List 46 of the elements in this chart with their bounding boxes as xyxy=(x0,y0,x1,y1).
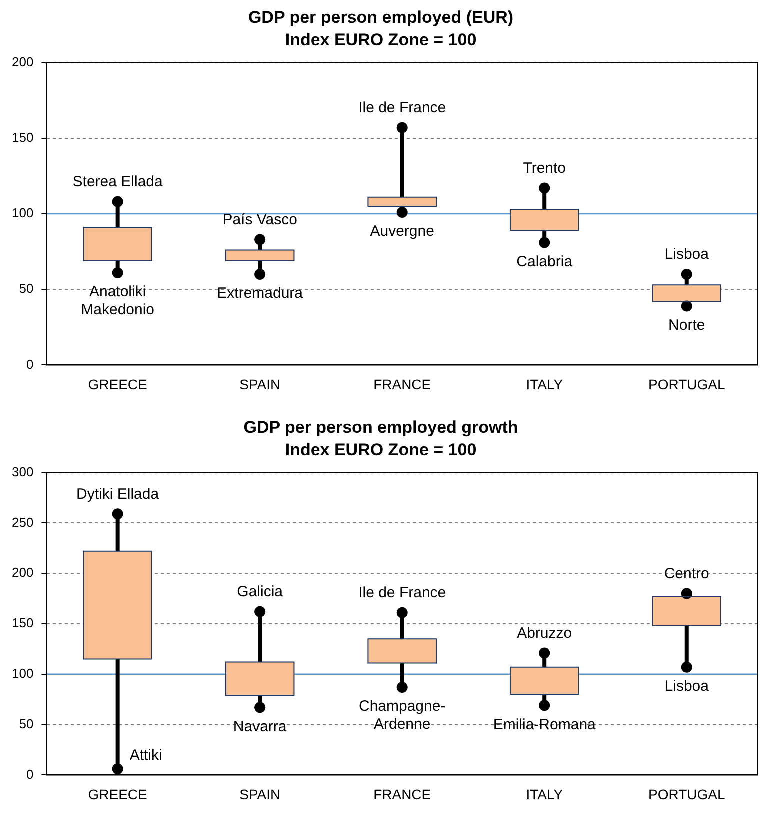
y-tick-label: 100 xyxy=(12,206,34,221)
x-tick-label: ITALY xyxy=(526,376,564,392)
y-tick-label: 150 xyxy=(12,130,34,145)
y-tick-label: 200 xyxy=(12,565,34,580)
y-tick-label: 150 xyxy=(12,616,34,631)
annotation: Emilia-Romana xyxy=(493,716,597,734)
annotation: Extremadura xyxy=(217,285,304,302)
y-tick-label: 0 xyxy=(26,356,34,372)
annotation: Lisboa xyxy=(664,246,710,264)
annotation: Norte xyxy=(668,316,706,334)
annotation: Ile de France xyxy=(358,584,446,602)
y-tick-label: 200 xyxy=(12,54,34,70)
annotation: Galicia xyxy=(237,584,284,601)
annotation: Ile de France xyxy=(358,99,446,116)
annotation: Champagne- Ardenne xyxy=(358,698,446,734)
x-tick-label: GREECE xyxy=(88,376,148,392)
annotation: País Vasco xyxy=(222,211,298,228)
x-tick-label: PORTUGAL xyxy=(648,376,726,392)
chart-title: GDP per person employed (EUR) xyxy=(248,8,514,27)
y-tick-label: 300 xyxy=(12,464,34,480)
x-tick-label: FRANCE xyxy=(374,376,432,392)
chart-title: GDP per person employed growth xyxy=(244,418,518,437)
annotation: Lisboa xyxy=(664,678,710,695)
annotation: Centro xyxy=(664,565,710,582)
annotation: Anatoliki Makedonio xyxy=(81,284,155,319)
annotation: Auvergne xyxy=(370,223,434,240)
annotation: Abruzzo xyxy=(517,624,572,642)
x-tick-label: SPAIN xyxy=(240,786,281,802)
y-tick-label: 250 xyxy=(12,514,34,530)
y-tick-label: 50 xyxy=(19,716,34,732)
x-tick-label: FRANCE xyxy=(374,786,432,802)
y-tick-label: 100 xyxy=(12,666,34,681)
y-tick-label: 50 xyxy=(19,281,34,296)
chart-subtitle: Index EURO Zone = 100 xyxy=(285,440,477,460)
x-tick-label: ITALY xyxy=(526,786,564,802)
x-tick-label: PORTUGAL xyxy=(648,786,726,802)
x-tick-label: GREECE xyxy=(88,786,148,802)
y-tick-label: 0 xyxy=(26,766,34,782)
annotation: Dytiki Ellada xyxy=(76,486,160,503)
x-tick-label: SPAIN xyxy=(240,376,281,392)
annotation: Calabria xyxy=(516,253,574,270)
annotation: Trento xyxy=(523,160,566,177)
annotation: Sterea Ellada xyxy=(72,174,164,191)
annotation: Attiki xyxy=(130,746,162,764)
annotation: Navarra xyxy=(233,718,288,736)
chart-subtitle: Index EURO Zone = 100 xyxy=(285,30,477,50)
